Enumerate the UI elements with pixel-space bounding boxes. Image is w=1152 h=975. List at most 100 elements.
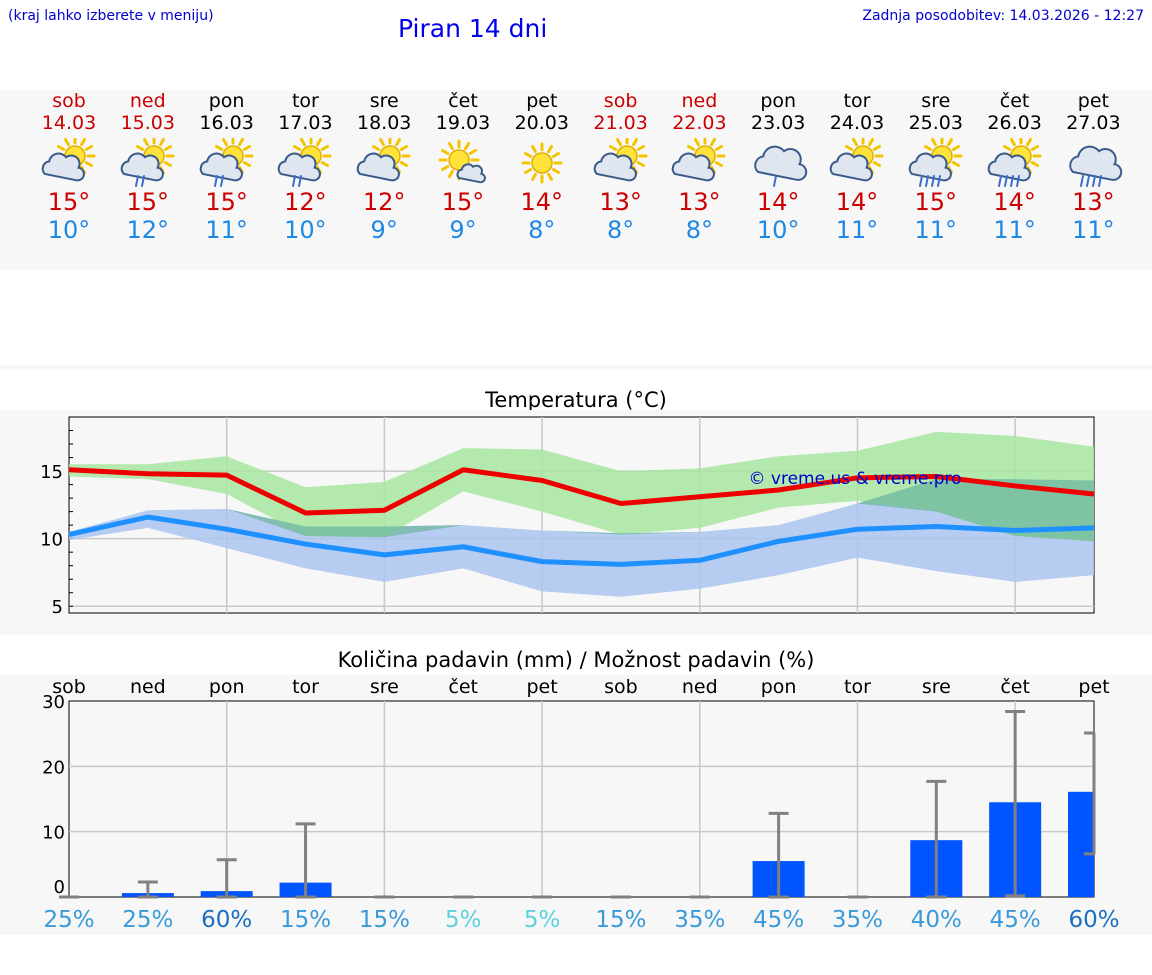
x-day-label: čet xyxy=(448,676,478,698)
x-day-label: tor xyxy=(844,676,871,698)
day-column: sob 21.03 13° 8° xyxy=(571,90,671,244)
day-name: ned xyxy=(129,90,166,112)
y-tick-label: 10 xyxy=(42,823,65,844)
x-day-label: sob xyxy=(604,676,638,698)
day-date: 26.03 xyxy=(987,112,1042,134)
day-date: 24.03 xyxy=(829,112,885,134)
day-name: čet xyxy=(448,90,478,112)
day-column: sre 25.03 15° 11° xyxy=(886,90,986,244)
day-date: 17.03 xyxy=(278,112,333,134)
day-name: pet xyxy=(526,90,558,112)
temp-max: 14° xyxy=(835,188,879,216)
x-day-label: ned xyxy=(130,676,166,698)
day-date: 25.03 xyxy=(908,112,963,134)
precip-probability: 5% xyxy=(445,907,482,933)
x-day-label: sre xyxy=(922,676,951,698)
sun-cloud-rain-icon xyxy=(120,138,175,187)
day-name: sob xyxy=(603,90,638,112)
location-hint: (kraj lahko izberete v meniju) xyxy=(8,8,214,24)
day-column: tor 17.03 12° 10° xyxy=(255,90,355,244)
day-column: sre 18.03 12° 9° xyxy=(334,90,434,244)
x-day-label: pon xyxy=(761,676,797,698)
day-date: 19.03 xyxy=(435,112,491,134)
sun-icon xyxy=(521,142,563,184)
day-name: čet xyxy=(999,90,1030,112)
sun-cloud-rain-icon xyxy=(199,138,254,187)
x-day-label: čet xyxy=(1000,676,1030,698)
precip-chart-title: Količina padavin (mm) / Možnost padavin … xyxy=(337,648,815,672)
temp-max: 14° xyxy=(520,188,564,216)
y-tick-label: 15 xyxy=(40,462,63,483)
temp-min: 10° xyxy=(284,216,327,244)
sun-cloud-icon xyxy=(356,138,411,182)
y-tick-label: 30 xyxy=(42,692,65,713)
y-tick-label: 20 xyxy=(42,757,65,778)
temp-max: 12° xyxy=(284,188,327,216)
precip-probability: 45% xyxy=(753,907,804,933)
temp-min: 9° xyxy=(449,216,477,244)
temp-max: 12° xyxy=(362,188,406,216)
day-column: pet 27.03 13° 11° xyxy=(1043,90,1143,244)
page-title: Piran 14 dni xyxy=(398,14,548,43)
x-day-label: sob xyxy=(52,676,86,698)
y-tick-label: 0 xyxy=(54,877,65,898)
day-name: pon xyxy=(760,90,797,112)
temp-min: 11° xyxy=(835,216,879,244)
precip-probability: 60% xyxy=(1068,907,1119,933)
precip-probability: 15% xyxy=(359,907,410,933)
temp-min: 8° xyxy=(685,216,714,244)
temp-chart-title: Temperatura (°C) xyxy=(485,388,667,412)
temp-max: 14° xyxy=(993,188,1036,216)
day-date: 20.03 xyxy=(514,112,569,134)
day-name: pon xyxy=(208,90,245,112)
temp-max: 13° xyxy=(678,188,721,216)
temp-min: 11° xyxy=(914,216,958,244)
day-column: ned 22.03 13° 8° xyxy=(649,90,749,244)
precip-probability: 35% xyxy=(832,907,883,933)
temp-title-bg xyxy=(0,370,1152,400)
forecast-strip: sob 14.03 15° 10° ned 15.03 15° 12° pon 16.03 15° 1… xyxy=(0,90,1152,270)
temp-max: 15° xyxy=(441,188,485,216)
temp-min: 8° xyxy=(606,216,635,244)
x-day-label: tor xyxy=(292,676,319,698)
day-column: pet 20.03 14° 8° xyxy=(492,90,592,244)
precip-probability: 25% xyxy=(43,907,94,933)
cloud-rain-icon xyxy=(754,145,808,187)
precip-probability: 5% xyxy=(524,907,561,933)
day-name: sre xyxy=(369,90,399,112)
temp-max: 15° xyxy=(47,188,91,216)
temp-max: 15° xyxy=(126,188,170,216)
temp-min: 11° xyxy=(205,216,248,244)
precip-probability: 15% xyxy=(595,907,646,933)
day-name: tor xyxy=(291,90,319,112)
temp-min: 11° xyxy=(1072,216,1115,244)
y-tick-label: 10 xyxy=(40,530,63,551)
sun-cloud-icon xyxy=(41,138,96,182)
day-column: čet 26.03 14° 11° xyxy=(965,90,1065,244)
last-updated: Zadnja posodobitev: 14.03.2026 - 12:27 xyxy=(862,8,1144,24)
sun-cloud-heavy-rain-icon xyxy=(987,138,1042,187)
day-name: sob xyxy=(52,90,86,112)
day-date: 15.03 xyxy=(120,112,175,134)
min-temp-line xyxy=(68,514,1095,567)
precip-probability: 40% xyxy=(911,907,962,933)
sun-cloud-icon xyxy=(593,138,648,182)
day-date: 22.03 xyxy=(672,112,727,134)
day-date: 23.03 xyxy=(750,112,806,134)
day-date: 16.03 xyxy=(199,112,254,134)
day-date: 27.03 xyxy=(1066,112,1121,134)
sun-cloud-heavy-rain-icon xyxy=(908,138,963,187)
precip-probability: 60% xyxy=(201,907,252,933)
day-name: tor xyxy=(843,90,871,112)
watermark: © vreme.us & vreme.pro xyxy=(748,469,961,489)
x-day-label: pet xyxy=(526,676,557,698)
day-column: sob 14.03 15° 10° xyxy=(19,90,119,244)
temp-max: 15° xyxy=(205,188,248,216)
day-column: čet 19.03 15° 9° xyxy=(413,90,513,244)
day-column: tor 24.03 14° 11° xyxy=(807,90,907,244)
day-name: pet xyxy=(1077,90,1109,112)
sun-small-cloud-icon xyxy=(438,139,486,184)
temp-max: 14° xyxy=(756,188,800,216)
temperature-chart: 5 10 15 © vreme.us & vreme.pro xyxy=(40,416,1095,618)
